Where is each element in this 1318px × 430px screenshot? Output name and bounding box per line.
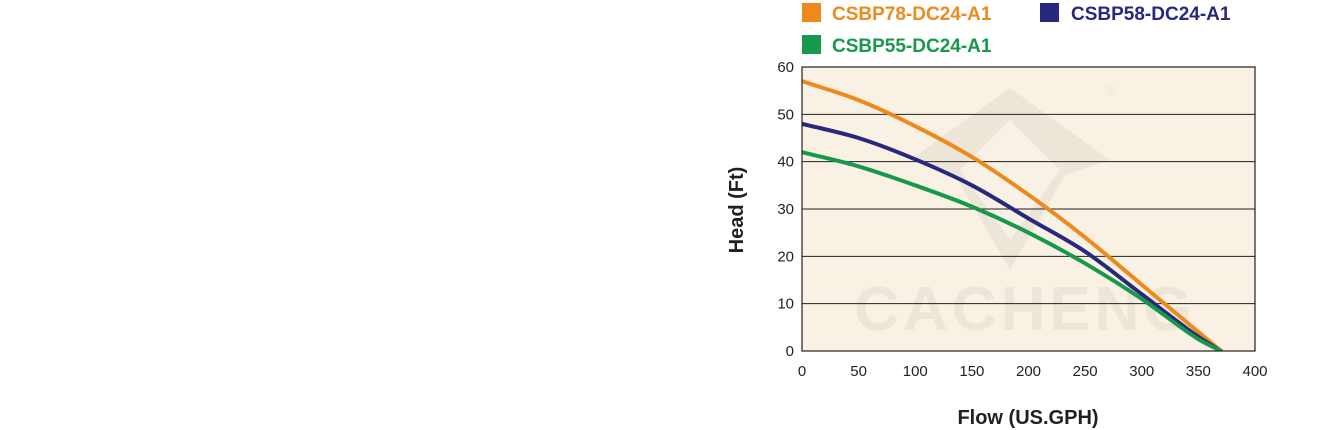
x-tick-label-150: 150 xyxy=(959,363,984,380)
x-tick-label-300: 300 xyxy=(1129,363,1154,380)
y-tick-label-60: 60 xyxy=(777,59,794,76)
y-axis-tick-labels: 0 10 20 30 40 50 60 xyxy=(777,59,794,360)
plot-frame xyxy=(801,66,1256,352)
series-lines xyxy=(802,79,1224,351)
legend: CSBP78-DC24-A1 CSBP58-DC24-A1 CSBP55-DC24-… xyxy=(802,3,1231,57)
legend-label: CSBP78-DC24-A1 xyxy=(832,4,992,25)
legend-label: CSBP55-DC24-A1 xyxy=(832,36,992,57)
grid-lines xyxy=(802,113,1255,305)
legend-swatch xyxy=(802,3,821,22)
x-tick-label-200: 200 xyxy=(1016,363,1041,380)
watermark-emblem xyxy=(910,88,1110,270)
y-tick-label-30: 30 xyxy=(777,201,794,218)
watermark-text: CACHENG xyxy=(854,275,1195,344)
x-tick-label-100: 100 xyxy=(903,363,928,380)
x-tick-label-350: 350 xyxy=(1186,363,1211,380)
y-axis-title: Head (Ft) xyxy=(726,167,748,254)
legend-item-csbp55-dc24-a1: CSBP55-DC24-A1 xyxy=(802,35,992,57)
x-tick-label-50: 50 xyxy=(850,363,867,380)
y-tick-label-20: 20 xyxy=(777,248,794,265)
y-tick-label-0: 0 xyxy=(786,343,794,360)
legend-swatch xyxy=(802,35,821,54)
series-line-csbp58-dc24-a1 xyxy=(802,121,1224,351)
legend-swatch xyxy=(1040,3,1059,22)
y-tick-label-10: 10 xyxy=(777,296,794,313)
x-axis-title: Flow (US.GPH) xyxy=(957,407,1098,429)
series-line-csbp55-dc24-a1 xyxy=(802,150,1224,351)
series-line-csbp78-dc24-a1 xyxy=(802,79,1224,351)
x-tick-label-0: 0 xyxy=(798,363,806,380)
x-tick-label-250: 250 xyxy=(1073,363,1098,380)
y-tick-label-50: 50 xyxy=(777,106,794,123)
x-tick-label-400: 400 xyxy=(1242,363,1267,380)
x-axis-tick-labels: 0 50 100 150 200 250 300 350 400 xyxy=(798,363,1268,380)
legend-item-csbp58-dc24-a1: CSBP58-DC24-A1 xyxy=(1040,3,1231,25)
y-tick-label-40: 40 xyxy=(777,154,794,171)
legend-item-csbp78-dc24-a1: CSBP78-DC24-A1 xyxy=(802,3,992,25)
watermark-registered-mark: ® xyxy=(1104,83,1116,100)
legend-label: CSBP58-DC24-A1 xyxy=(1071,4,1231,25)
